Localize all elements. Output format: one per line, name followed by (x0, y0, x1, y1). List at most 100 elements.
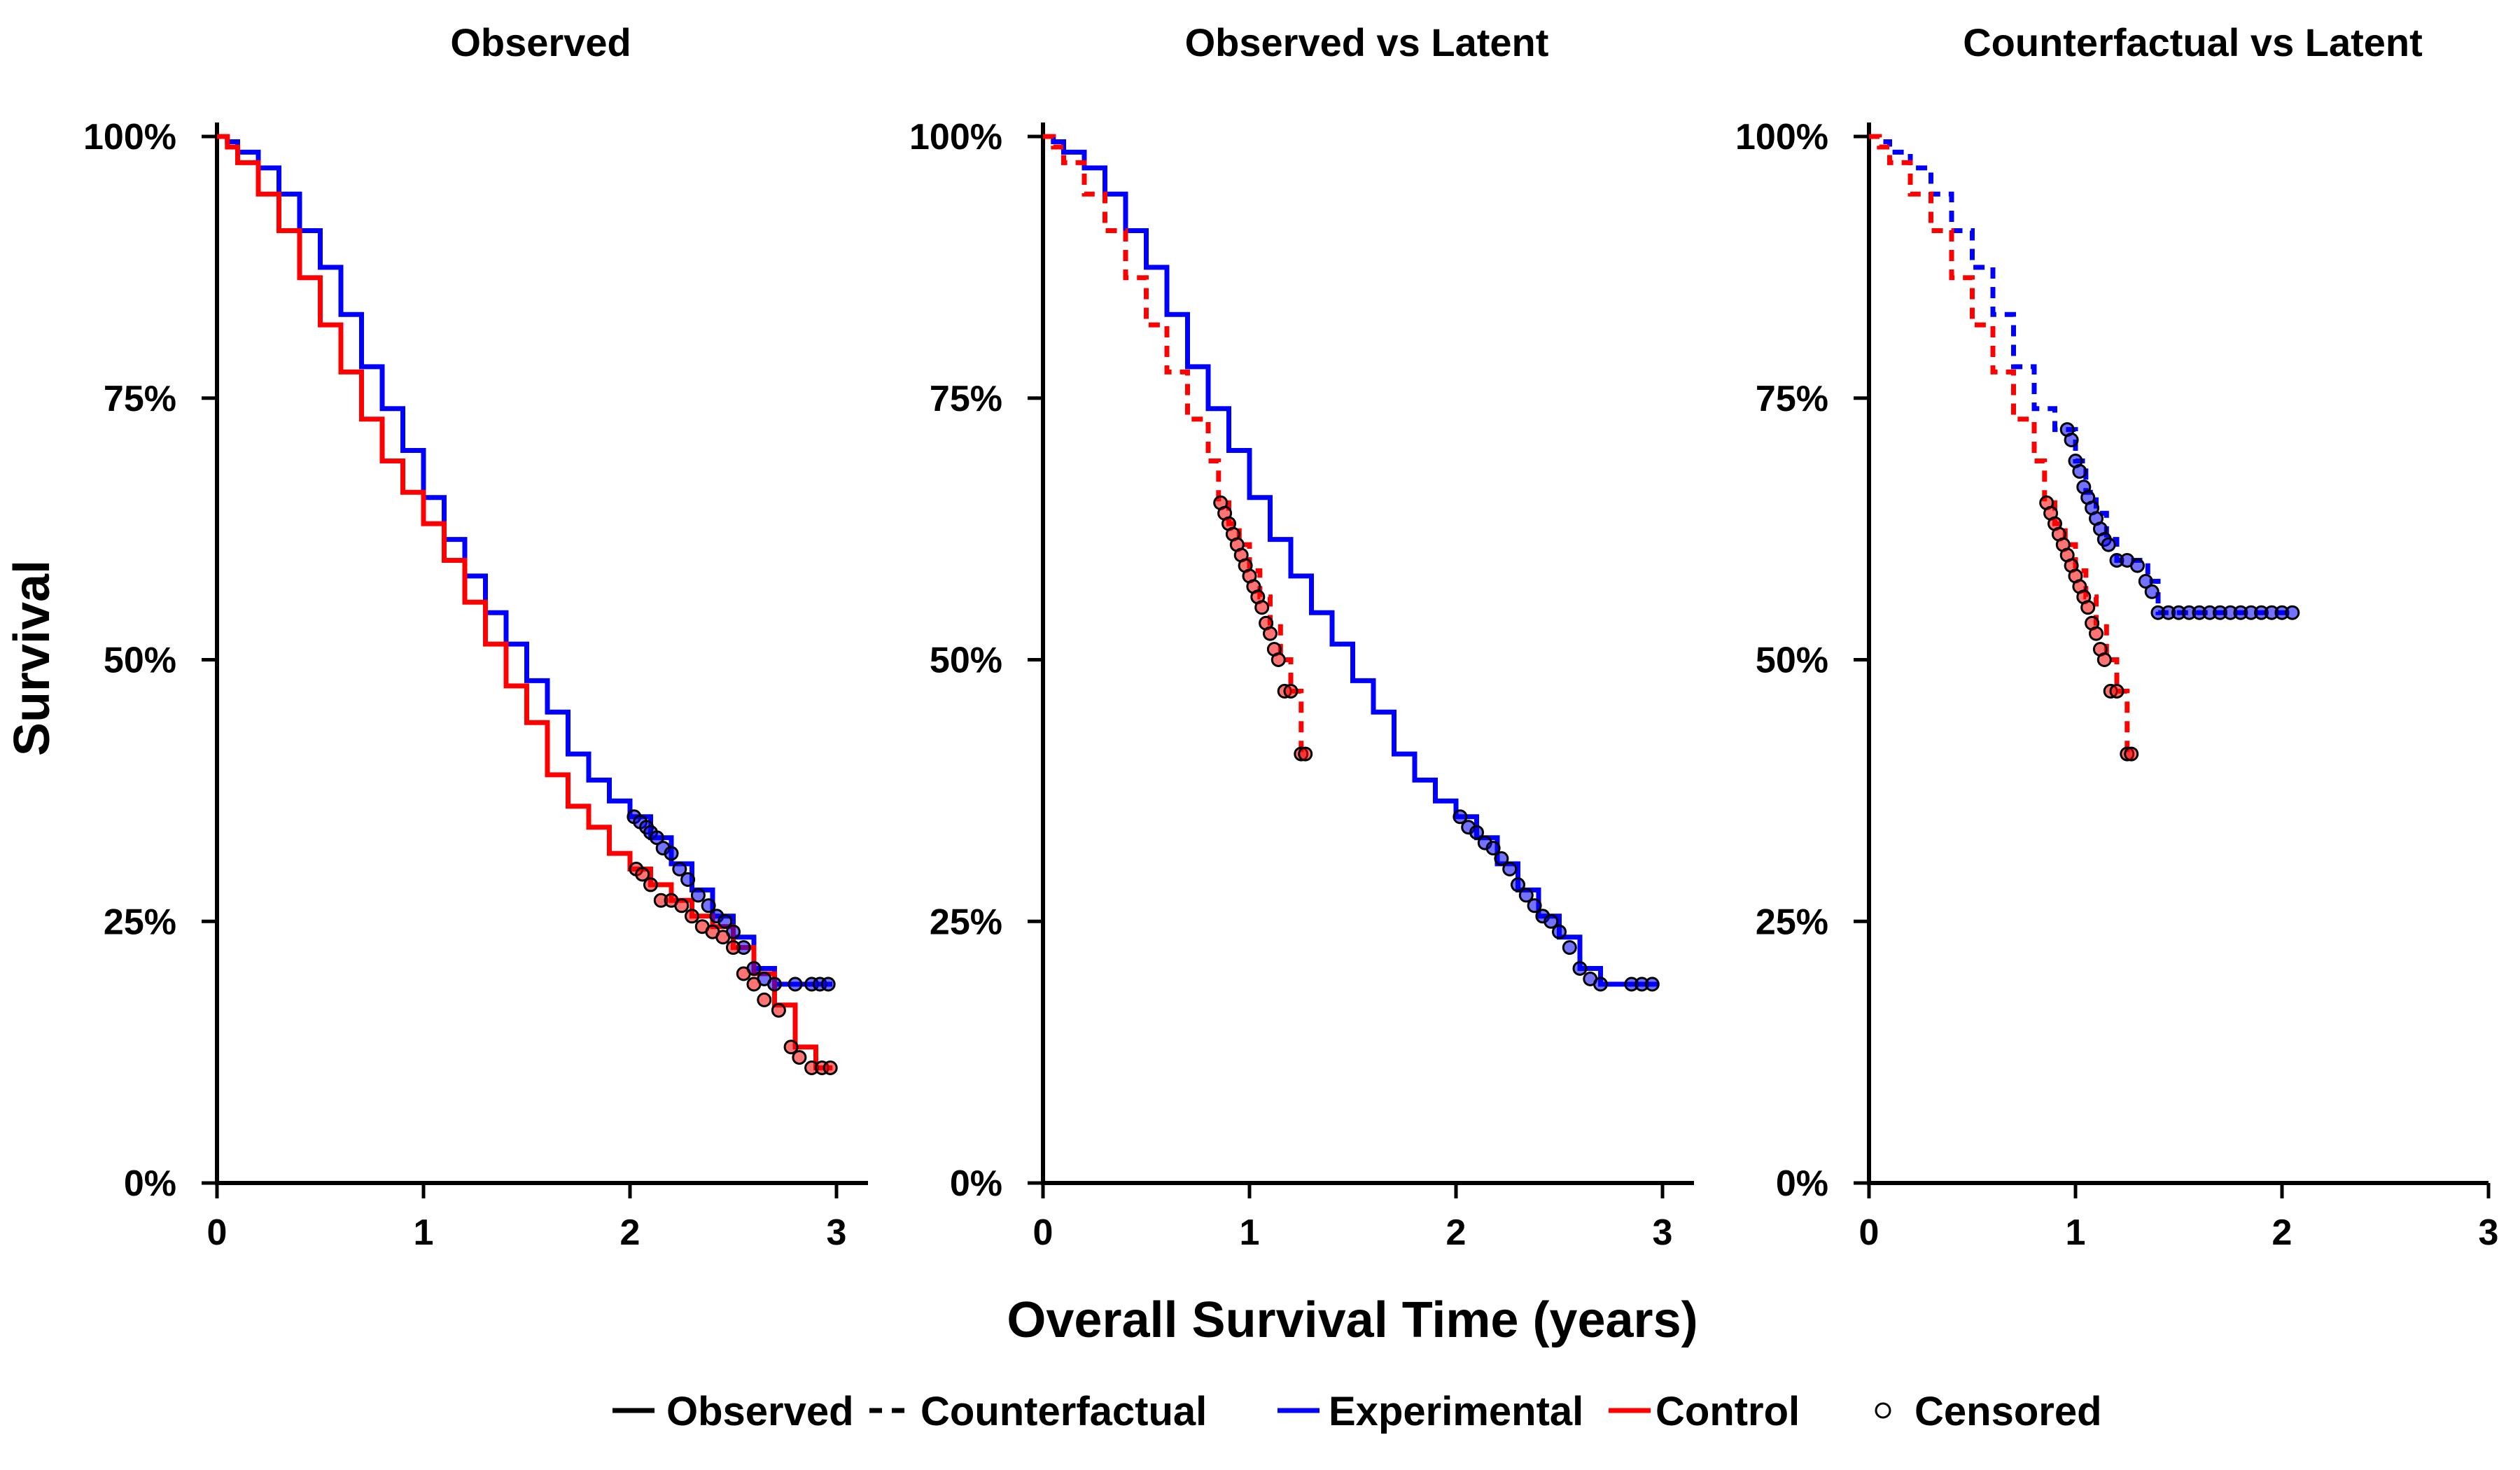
censor-mark-control (2109, 683, 2124, 699)
y-tick-label: 75% (930, 379, 1002, 419)
x-tick-label: 0 (1859, 1212, 1879, 1253)
censor-mark-control (757, 992, 772, 1007)
x-tick-label: 0 (1033, 1212, 1054, 1253)
censor-mark-control (736, 966, 751, 981)
censor-mark-control (1283, 683, 1298, 699)
legend-item-counterfactual: Counterfactual (869, 1389, 1207, 1434)
legend: Observed Counterfactual Experimental Contro… (612, 1389, 2102, 1434)
censor-mark-experimental (820, 976, 836, 992)
censor-mark-control (674, 898, 690, 913)
censor-mark-experimental (1511, 877, 1525, 892)
censor-mark-experimental (1527, 898, 1542, 913)
censor-mark-control (1263, 626, 1278, 641)
x-tick-label: 2 (1446, 1212, 1466, 1253)
series-line-experimental (1869, 134, 2292, 615)
censor-mark-experimental (1644, 976, 1660, 992)
panel-title: Observed (450, 20, 631, 64)
x-tick-label: 3 (1653, 1212, 1673, 1253)
censor-mark-experimental (2130, 558, 2145, 573)
censor-mark-experimental (718, 913, 733, 929)
censor-mark-experimental (2285, 605, 2300, 620)
y-tick-label: 75% (104, 379, 176, 419)
legend-label: Censored (1914, 1389, 2102, 1434)
y-tick-label: 50% (104, 640, 176, 681)
series-line-control (217, 134, 833, 1070)
legend-label: Control (1656, 1389, 1800, 1434)
series-line-control (1043, 134, 1304, 755)
censor-mark-control (2089, 626, 2104, 641)
censor-mark-experimental (1518, 888, 1534, 903)
y-tick-label: 100% (83, 117, 176, 158)
censor-mark-control (1298, 746, 1313, 762)
x-axis-title: Overall Survival Time (years) (1007, 1292, 1698, 1348)
panel-1: Observed 0% 25% 50% 75% 100% 0 1 2 3 (83, 20, 868, 1253)
censor-mark-experimental (1485, 841, 1501, 856)
censor-mark-control (2080, 600, 2096, 615)
censor-mark-experimental (664, 846, 679, 861)
censor-mark-experimental (649, 830, 664, 846)
y-tick-label: 100% (909, 117, 1002, 158)
censor-mark-experimental (2072, 463, 2087, 479)
legend-item-experimental: Experimental (1278, 1389, 1583, 1434)
censor-mark-control (643, 877, 658, 892)
y-tick-label: 50% (930, 640, 1002, 681)
x-tick-label: 2 (620, 1212, 640, 1253)
y-tick-label: 0% (950, 1163, 1002, 1204)
censor-mark-control (685, 909, 699, 924)
x-tick-label: 3 (2479, 1212, 2499, 1253)
y-tick-label: 50% (1756, 640, 1828, 681)
censor-mark-control (746, 976, 762, 992)
censor-mark-experimental (788, 976, 803, 992)
y-tick-label: 25% (104, 902, 176, 942)
censor-mark-control (783, 1040, 799, 1055)
censor-mark-experimental (1544, 913, 1559, 929)
censor-mark-control (715, 930, 731, 945)
censor-mark-experimental (2101, 537, 2116, 552)
series-line-control (1869, 134, 2130, 755)
legend-item-observed: Observed (612, 1389, 854, 1434)
y-tick-label: 0% (1776, 1163, 1828, 1204)
censor-mark-control (1254, 600, 1270, 615)
x-tick-label: 3 (827, 1212, 847, 1253)
censor-mark-experimental (1494, 851, 1509, 866)
y-axis-title: Survival (4, 560, 60, 756)
censor-mark-experimental (1562, 940, 1577, 955)
censor-mark-experimental (2144, 584, 2160, 599)
censor-mark-control (726, 940, 741, 955)
y-tick-label: 100% (1735, 117, 1828, 158)
panel-3: Counterfactual vs Latent 0% 25% 50% 75% 100% 0… (1735, 20, 2498, 1253)
censor-mark-experimental (1469, 825, 1484, 840)
censor-mark-control (635, 867, 650, 882)
censor-mark-control (2096, 652, 2112, 667)
censor-mark-experimental (2064, 433, 2079, 447)
censor-mark-experimental (1452, 809, 1468, 825)
series-line-experimental (1043, 134, 1659, 987)
censor-mark-experimental (701, 898, 716, 913)
panel-title: Observed vs Latent (1185, 20, 1549, 64)
censor-mark-experimental (690, 888, 706, 903)
series-line-experimental (217, 134, 833, 987)
legend-label: Observed (666, 1389, 854, 1434)
y-tick-label: 25% (1756, 902, 1828, 942)
censor-mark-experimental (2138, 573, 2153, 589)
x-tick-label: 0 (207, 1212, 227, 1253)
y-tick-label: 25% (930, 902, 1002, 942)
censor-mark-control (1270, 652, 1286, 667)
x-tick-label: 1 (2066, 1212, 2086, 1253)
axis-titles: Survival Overall Survival Time (years) (4, 560, 1698, 1348)
censor-mark-control (771, 1002, 786, 1018)
censor-mark-experimental (680, 872, 696, 887)
legend-key-circle (1875, 1402, 1891, 1419)
censor-mark-experimental (767, 976, 782, 992)
x-tick-label: 1 (414, 1212, 434, 1253)
censor-mark-control (822, 1060, 838, 1075)
censor-mark-experimental (1572, 961, 1588, 976)
x-tick-label: 2 (2272, 1212, 2292, 1253)
panel-2: Observed vs Latent 0% 25% 50% 75% 100% 0 1 2 3 (909, 20, 1694, 1253)
legend-item-control: Control (1609, 1389, 1800, 1434)
censor-mark-experimental (1593, 976, 1608, 992)
legend-item-censored: Censored (1875, 1389, 2102, 1434)
legend-label: Counterfactual (920, 1389, 1207, 1434)
